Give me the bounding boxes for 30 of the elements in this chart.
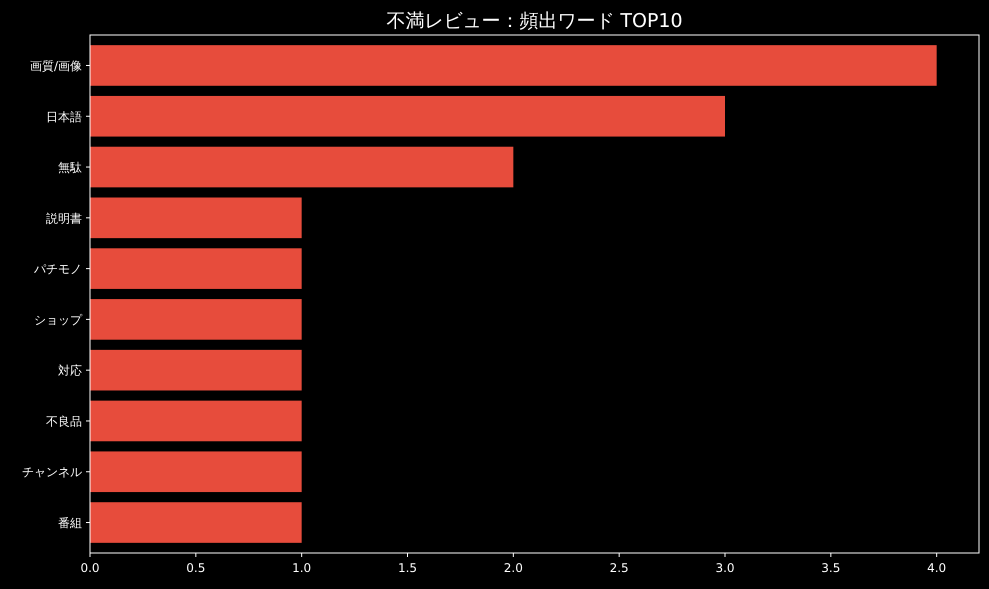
- bar: [90, 146, 514, 188]
- bar: [90, 248, 302, 289]
- y-tick-label: パチモノ: [33, 262, 82, 276]
- bar: [90, 198, 302, 238]
- y-tick-label: チャンネル: [22, 465, 82, 480]
- y-tick-label: 対応: [58, 364, 82, 378]
- x-tick-label: 4.0: [927, 561, 946, 575]
- y-tick-label: 無駄: [58, 160, 82, 175]
- x-tick-label: 3.0: [715, 561, 735, 575]
- chart-title: 不満レビュー：頻出ワード TOP10: [386, 10, 683, 32]
- bar: [90, 400, 302, 442]
- bar: [90, 299, 302, 340]
- bar: [90, 45, 937, 86]
- x-tick-label: 0.5: [186, 561, 206, 575]
- x-tick-label: 3.5: [821, 561, 840, 575]
- y-tick-label: 説明書: [46, 211, 82, 226]
- bar: [90, 96, 725, 137]
- y-tick-label: ショップ: [34, 312, 83, 327]
- bar: [90, 350, 302, 390]
- y-tick-label: 番組: [58, 516, 82, 530]
- bar: [90, 451, 302, 492]
- x-tick-label: 0.0: [80, 561, 100, 575]
- y-tick-label: 日本語: [46, 110, 82, 124]
- y-tick-label: 不良品: [46, 414, 82, 428]
- x-tick-label: 2.5: [610, 561, 629, 575]
- y-tick-label: 画質/画像: [30, 58, 82, 73]
- bar: [90, 502, 302, 543]
- x-tick-label: 1.0: [292, 561, 312, 575]
- x-tick-label: 2.0: [504, 561, 523, 575]
- x-tick-label: 1.5: [398, 561, 418, 575]
